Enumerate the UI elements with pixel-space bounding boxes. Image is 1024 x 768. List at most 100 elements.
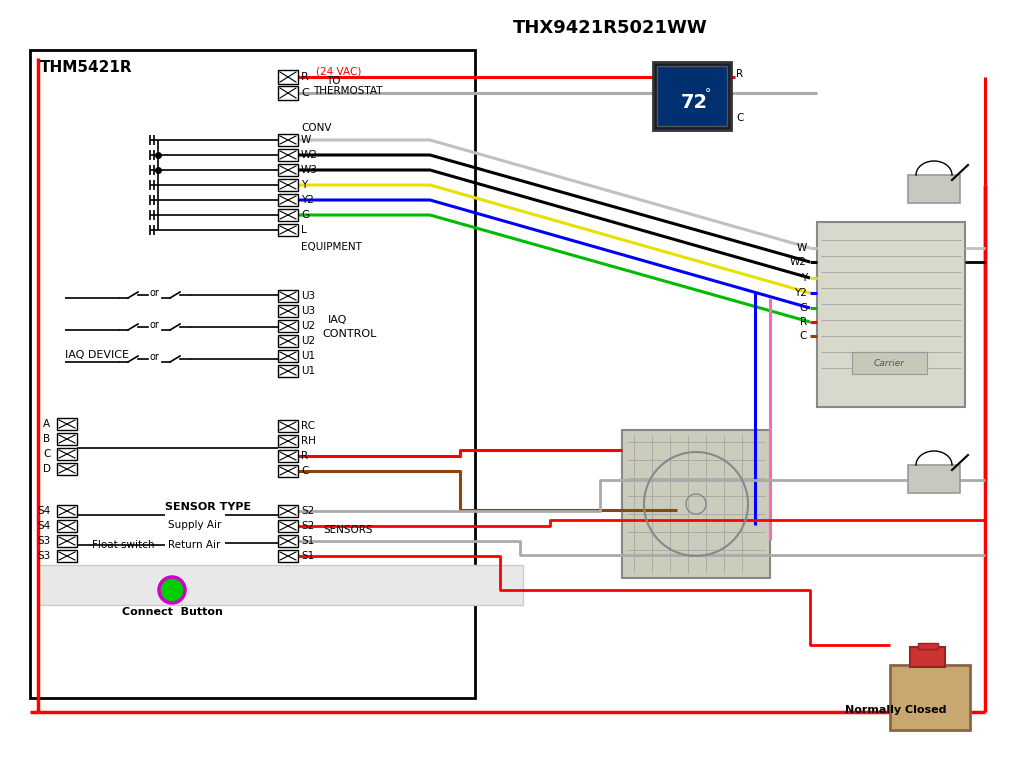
Text: U3: U3 bbox=[301, 306, 315, 316]
Text: G: G bbox=[301, 210, 309, 220]
Text: Return Air: Return Air bbox=[168, 540, 220, 550]
Text: L: L bbox=[301, 225, 307, 235]
Bar bbox=[278, 535, 298, 547]
Bar bbox=[278, 520, 298, 532]
Bar bbox=[278, 450, 298, 462]
Text: Carrier: Carrier bbox=[873, 359, 904, 368]
Text: W: W bbox=[301, 135, 311, 145]
Bar bbox=[278, 86, 298, 100]
Text: U1: U1 bbox=[301, 366, 315, 376]
Text: B: B bbox=[43, 434, 50, 444]
Text: IAQ: IAQ bbox=[328, 315, 347, 325]
Text: Supply Air: Supply Air bbox=[168, 520, 221, 530]
Bar bbox=[57, 448, 77, 460]
Text: IAQ DEVICE: IAQ DEVICE bbox=[65, 350, 129, 360]
Bar bbox=[278, 70, 298, 84]
Bar bbox=[57, 535, 77, 547]
Text: S2: S2 bbox=[301, 506, 314, 516]
Bar bbox=[908, 465, 961, 493]
Text: CONTROL: CONTROL bbox=[322, 329, 377, 339]
Text: Y: Y bbox=[301, 180, 307, 190]
Text: or: or bbox=[150, 288, 160, 298]
Bar bbox=[57, 520, 77, 532]
Bar bbox=[278, 149, 298, 161]
Bar bbox=[278, 290, 298, 302]
Bar bbox=[57, 550, 77, 562]
Bar bbox=[57, 505, 77, 517]
Bar bbox=[278, 209, 298, 221]
Text: THM5421R: THM5421R bbox=[40, 61, 133, 75]
Bar bbox=[657, 66, 727, 126]
Text: °: ° bbox=[705, 88, 712, 101]
Circle shape bbox=[159, 577, 185, 603]
Bar bbox=[38, 565, 523, 605]
Text: S3: S3 bbox=[37, 536, 50, 546]
Bar bbox=[890, 665, 970, 730]
Bar bbox=[278, 194, 298, 206]
Text: S4: S4 bbox=[37, 521, 50, 531]
Text: SENSOR TYPE: SENSOR TYPE bbox=[165, 502, 251, 512]
Bar bbox=[278, 550, 298, 562]
Text: S3: S3 bbox=[37, 551, 50, 561]
Text: G: G bbox=[799, 303, 807, 313]
Text: THERMOSTAT: THERMOSTAT bbox=[313, 86, 383, 96]
Text: RC: RC bbox=[301, 421, 315, 431]
Text: D: D bbox=[43, 464, 51, 474]
Text: EQUIPMENT: EQUIPMENT bbox=[301, 242, 361, 252]
Bar bbox=[918, 643, 938, 649]
Text: U1: U1 bbox=[301, 351, 315, 361]
Text: R: R bbox=[736, 69, 743, 79]
Bar bbox=[278, 134, 298, 146]
Text: C: C bbox=[301, 88, 309, 98]
Text: CONV: CONV bbox=[301, 123, 332, 133]
Text: Y2: Y2 bbox=[795, 288, 807, 298]
Text: U2: U2 bbox=[301, 336, 315, 346]
Text: Connect  Button: Connect Button bbox=[122, 607, 222, 617]
Text: 72: 72 bbox=[680, 92, 708, 111]
Text: W2: W2 bbox=[301, 150, 317, 160]
Bar bbox=[278, 305, 298, 317]
Text: W2: W2 bbox=[791, 257, 807, 267]
Text: SENSORS: SENSORS bbox=[323, 525, 373, 535]
Bar bbox=[30, 50, 475, 698]
Bar bbox=[278, 350, 298, 362]
Text: U3: U3 bbox=[301, 291, 315, 301]
Text: TO: TO bbox=[326, 76, 341, 86]
Text: RH: RH bbox=[301, 436, 315, 446]
Text: R: R bbox=[800, 317, 807, 327]
Text: W: W bbox=[797, 243, 807, 253]
Bar bbox=[278, 365, 298, 377]
Bar bbox=[57, 418, 77, 430]
Text: S2: S2 bbox=[301, 521, 314, 531]
Text: W3: W3 bbox=[301, 165, 317, 175]
Bar bbox=[278, 179, 298, 191]
Text: S1: S1 bbox=[301, 551, 314, 561]
Text: C: C bbox=[301, 466, 308, 476]
Text: R: R bbox=[301, 72, 309, 82]
Text: or: or bbox=[150, 320, 160, 330]
Bar bbox=[278, 435, 298, 447]
Text: S4: S4 bbox=[37, 506, 50, 516]
Bar bbox=[908, 175, 961, 203]
Bar bbox=[817, 222, 965, 407]
Text: or: or bbox=[150, 352, 160, 362]
Bar bbox=[910, 647, 945, 667]
Bar bbox=[278, 164, 298, 176]
Text: C: C bbox=[736, 113, 743, 123]
Text: Y: Y bbox=[801, 273, 807, 283]
Text: C: C bbox=[800, 331, 807, 341]
Text: THX9421R5021WW: THX9421R5021WW bbox=[513, 19, 708, 37]
Bar bbox=[622, 430, 770, 578]
Text: A: A bbox=[43, 419, 50, 429]
Text: C: C bbox=[43, 449, 50, 459]
Bar bbox=[653, 62, 731, 130]
Bar bbox=[57, 433, 77, 445]
Bar bbox=[278, 420, 298, 432]
Text: U2: U2 bbox=[301, 321, 315, 331]
Bar bbox=[278, 465, 298, 477]
Text: Float switch: Float switch bbox=[92, 540, 155, 550]
Bar bbox=[852, 352, 927, 374]
Bar bbox=[278, 505, 298, 517]
Text: S1: S1 bbox=[301, 536, 314, 546]
Bar bbox=[278, 224, 298, 236]
